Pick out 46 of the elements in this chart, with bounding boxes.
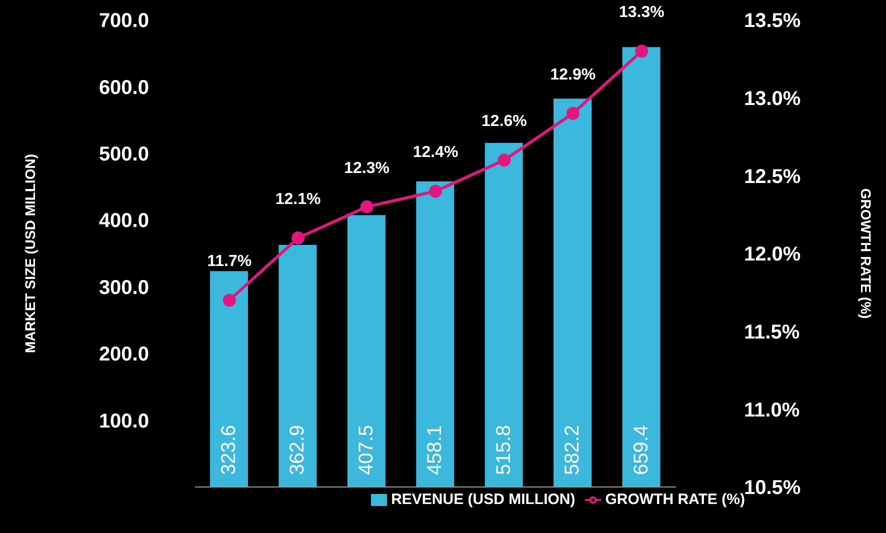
data-label: 12.4%	[412, 144, 458, 162]
bar	[210, 271, 248, 487]
point	[566, 106, 580, 120]
data-label: 12.9%	[550, 66, 596, 84]
y-tick-label: 600.0	[98, 76, 149, 99]
data-label: 323.6	[218, 424, 240, 475]
data-label: 11.7%	[207, 253, 252, 270]
y-tick-label: 200.0	[98, 344, 149, 366]
bar	[416, 181, 454, 487]
bar	[484, 142, 523, 487]
y2-tick-label: 10.5%	[744, 477, 801, 500]
y-tick-label: 500.0	[98, 144, 149, 166]
y-tick-label: 400.0	[98, 210, 149, 232]
data-label: 407.5	[355, 424, 378, 475]
legend-label: GROWTH RATE (%)	[605, 491, 745, 508]
y2-tick-label: 13.5%	[744, 10, 801, 32]
y2-tick-label: 11.5%	[744, 321, 800, 344]
data-label: 362.9	[286, 424, 309, 475]
point	[429, 184, 442, 198]
data-label: 12.3%	[344, 160, 390, 177]
data-label: 12.1%	[275, 190, 321, 208]
y2-tick-label: 12.5%	[744, 166, 801, 188]
point	[498, 154, 511, 167]
data-label: 13.3%	[618, 4, 664, 22]
bar	[347, 215, 386, 487]
bar	[554, 98, 592, 487]
y2-axis-title: GROWTH RATE (%)	[858, 188, 874, 319]
data-label: 659.4	[630, 424, 652, 475]
bar	[622, 47, 660, 487]
y2-tick-label: 12.0%	[744, 244, 801, 266]
point	[360, 200, 374, 214]
y2-tick-label: 13.0%	[744, 88, 801, 110]
data-label: 582.2	[562, 424, 584, 475]
y-tick-label: 300.0	[98, 276, 149, 299]
y-tick-label: 700.0	[98, 10, 149, 32]
data-label: 12.6%	[482, 113, 527, 130]
bar	[278, 244, 317, 487]
y2-tick-label: 11.0%	[744, 399, 800, 422]
legend-label: REVENUE (USD MILLION)	[391, 491, 576, 508]
y-tick-label: 100.0	[98, 410, 149, 432]
y-axis-title: MARKET SIZE (USD MILLION)	[22, 154, 38, 354]
point	[292, 231, 305, 244]
point	[222, 294, 236, 307]
data-label: 458.1	[424, 424, 446, 475]
point	[635, 44, 648, 58]
data-label: 515.8	[492, 424, 515, 475]
